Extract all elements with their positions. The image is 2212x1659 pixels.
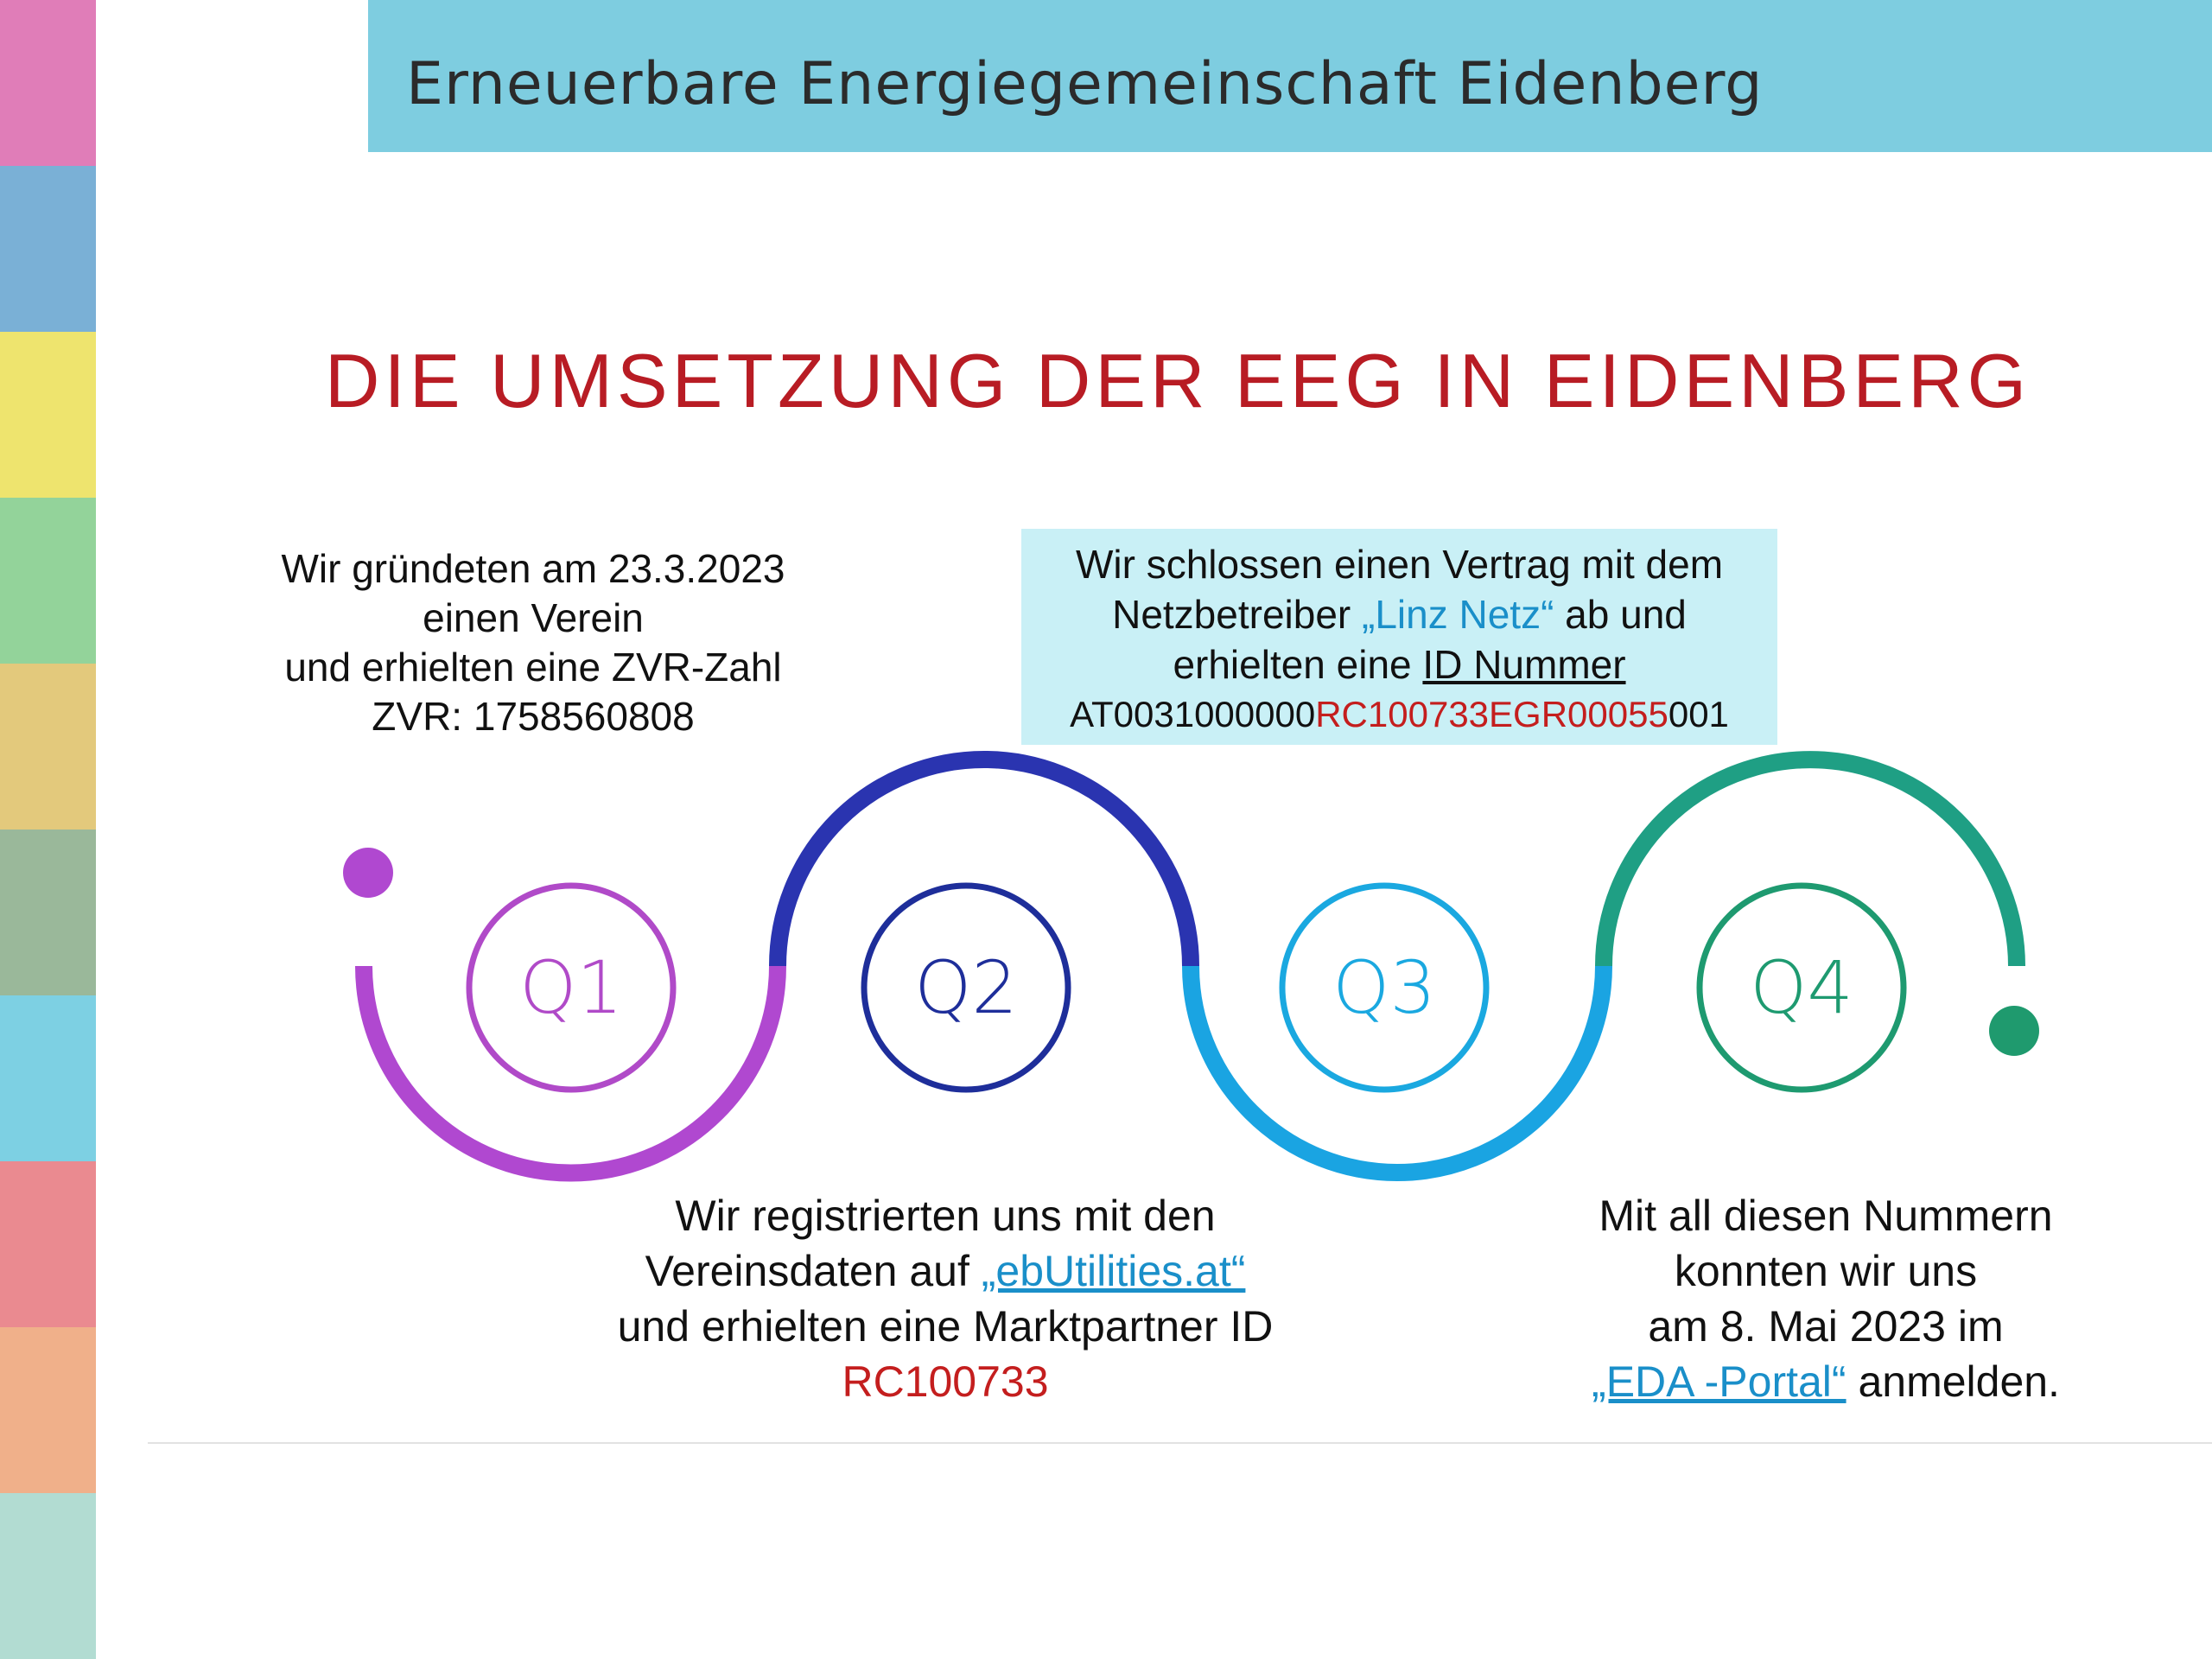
text: konnten wir uns — [1674, 1247, 1978, 1295]
step-text: Wir gründeten am 23.3.2023 einen Verein un… — [231, 544, 836, 741]
text: ID Nummer — [1422, 642, 1626, 687]
color-strip — [0, 664, 96, 830]
header-title: Erneuerbare Energiegemeinschaft Eidenber… — [406, 50, 1764, 118]
quarter-circle — [1279, 882, 1490, 1093]
text-line: RC100733 — [513, 1354, 1377, 1409]
wave — [769, 751, 1199, 967]
quarter-circle — [861, 882, 1071, 1093]
text: 001 — [1668, 694, 1729, 734]
text-line: einen Verein — [231, 594, 836, 643]
text: ab und — [1554, 592, 1687, 637]
text: und erhielten eine Marktpartner ID — [617, 1302, 1274, 1351]
color-strip — [0, 0, 96, 166]
text: RC100733EGR00055 — [1315, 694, 1669, 734]
quarter-label: Q4 — [1750, 945, 1853, 1030]
wave — [355, 965, 786, 1182]
color-strip — [0, 332, 96, 498]
color-strip — [0, 1493, 96, 1659]
quarter-label: Q2 — [914, 945, 1018, 1030]
text-line: erhielten eine ID Nummer — [1021, 639, 1777, 690]
quarter-circle — [466, 882, 677, 1093]
text-line: und erhielten eine ZVR-Zahl — [231, 643, 836, 692]
header-bar: Erneuerbare Energiegemeinschaft Eidenber… — [368, 0, 2212, 152]
text: ZVR: 1758560808 — [372, 694, 695, 739]
text: Wir schlossen einen Vertrag mit dem — [1075, 542, 1724, 587]
start-dot — [343, 848, 393, 898]
step-text: Mit all diesen Nummern konnten wir uns am … — [1480, 1188, 2171, 1409]
color-strip — [0, 830, 96, 995]
text: Mit all diesen Nummern — [1599, 1192, 2053, 1240]
text: „Linz Netz“ — [1362, 592, 1554, 637]
text: und erhielten eine ZVR-Zahl — [284, 645, 782, 690]
divider — [148, 1442, 2212, 1444]
color-strip — [0, 166, 96, 332]
text-line: Vereinsdaten auf „ebUtilities.at“ — [513, 1243, 1377, 1299]
color-strip — [0, 995, 96, 1161]
step-text: Wir registrierten uns mit den Vereinsdate… — [513, 1188, 1377, 1409]
text-line: ZVR: 1758560808 — [231, 692, 836, 741]
step-text: Wir schlossen einen Vertrag mit dem Netzb… — [1021, 529, 1777, 745]
text-line: „EDA -Portal“ anmelden. — [1480, 1354, 2171, 1409]
text-line: Wir schlossen einen Vertrag mit dem — [1021, 539, 1777, 589]
heading: DIE UMSETZUNG DER EEG IN EIDENBERG — [324, 338, 2031, 423]
quarter-label: Q1 — [519, 945, 623, 1030]
link[interactable]: „EDA -Portal“ — [1592, 1357, 1847, 1406]
wave — [1182, 965, 1612, 1181]
text-line: Wir registrierten uns mit den — [513, 1188, 1377, 1243]
color-strip — [0, 1161, 96, 1327]
text-line: am 8. Mai 2023 im — [1480, 1299, 2171, 1354]
wave — [1595, 751, 2025, 967]
color-strip — [0, 498, 96, 664]
text: AT0031000000 — [1070, 694, 1316, 734]
text: Vereinsdaten auf — [645, 1247, 982, 1295]
text: RC100733 — [842, 1357, 1049, 1406]
quarter-label: Q3 — [1332, 945, 1436, 1030]
text: Wir gründeten am 23.3.2023 — [281, 546, 785, 591]
text-line: Wir gründeten am 23.3.2023 — [231, 544, 836, 594]
text: Wir registrierten uns mit den — [675, 1192, 1216, 1240]
text: anmelden. — [1846, 1357, 2060, 1406]
text-line: konnten wir uns — [1480, 1243, 2171, 1299]
text: Netzbetreiber — [1112, 592, 1363, 637]
text-line: AT0031000000RC100733EGR00055001 — [1021, 690, 1777, 740]
link[interactable]: „ebUtilities.at“ — [981, 1247, 1246, 1295]
end-dot — [1989, 1006, 2039, 1056]
text-line: Mit all diesen Nummern — [1480, 1188, 2171, 1243]
color-strip — [0, 1327, 96, 1493]
text-line: Netzbetreiber „Linz Netz“ ab und — [1021, 589, 1777, 639]
text-line: und erhielten eine Marktpartner ID — [513, 1299, 1377, 1354]
text: erhielten eine — [1173, 642, 1423, 687]
text: einen Verein — [423, 595, 644, 640]
quarter-circle — [1696, 882, 1907, 1093]
text: am 8. Mai 2023 im — [1648, 1302, 2004, 1351]
